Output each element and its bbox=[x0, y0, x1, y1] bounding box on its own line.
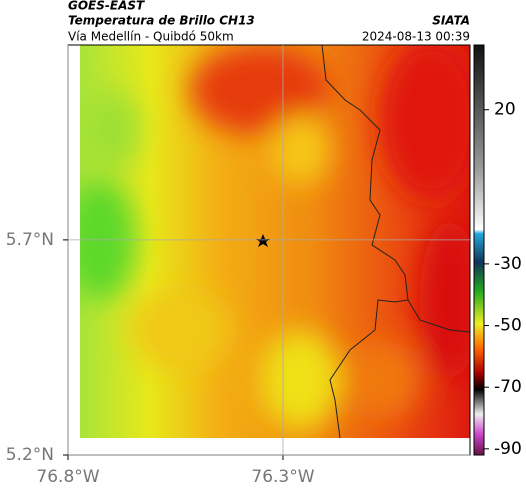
y-tick-label: 5.7°N bbox=[6, 230, 54, 250]
border bbox=[407, 299, 471, 333]
colorbar-tick-label: -90 bbox=[494, 439, 522, 459]
route: Vía Medellín - Quibdó 50km bbox=[68, 30, 234, 44]
x-tick-label: 76.8°W bbox=[36, 467, 99, 487]
y-tick-label: 5.2°N bbox=[6, 445, 54, 465]
colorbar-tick-label: 20 bbox=[494, 100, 516, 120]
colorbar bbox=[473, 44, 485, 456]
colorbar-tick-label: -50 bbox=[494, 316, 522, 336]
colorbar-tick-label: -30 bbox=[494, 254, 522, 274]
raster bbox=[80, 45, 470, 438]
title: GOES-EAST bbox=[68, 0, 145, 13]
border bbox=[321, 44, 409, 439]
colorbar-tick-label: -70 bbox=[494, 377, 522, 397]
location-marker bbox=[256, 234, 270, 247]
subtitle: Temperatura de Brillo CH13 bbox=[68, 14, 255, 28]
source: SIATA bbox=[432, 14, 470, 28]
timestamp: 2024-08-13 00:39 bbox=[362, 30, 470, 44]
x-tick-label: 76.3°W bbox=[251, 467, 314, 487]
